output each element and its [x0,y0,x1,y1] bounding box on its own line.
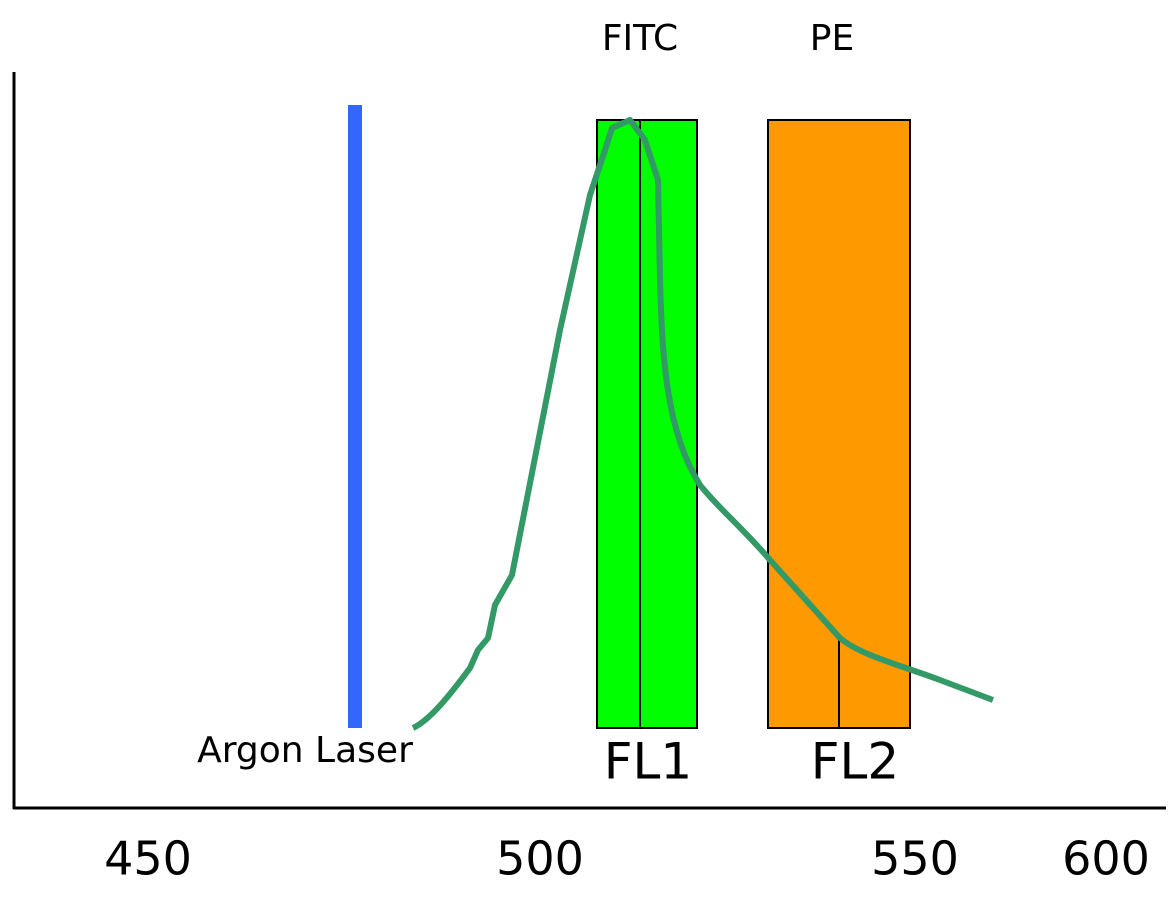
x-tick-label: 450 [104,832,192,886]
x-tick-label: 600 [1062,832,1150,886]
fl1-filter [596,119,698,729]
fl2-filter [767,119,911,729]
emission-curve [411,117,995,731]
pe-label: PE [810,18,854,59]
laser-line [348,105,362,728]
fitc-label: FITC [602,18,678,59]
fl2-label: FL2 [811,733,899,791]
x-tick-label: 550 [871,832,959,886]
x-tick-label: 500 [496,832,584,886]
fl1-label: FL1 [604,733,692,791]
laser-label: Argon Laser [197,730,413,771]
